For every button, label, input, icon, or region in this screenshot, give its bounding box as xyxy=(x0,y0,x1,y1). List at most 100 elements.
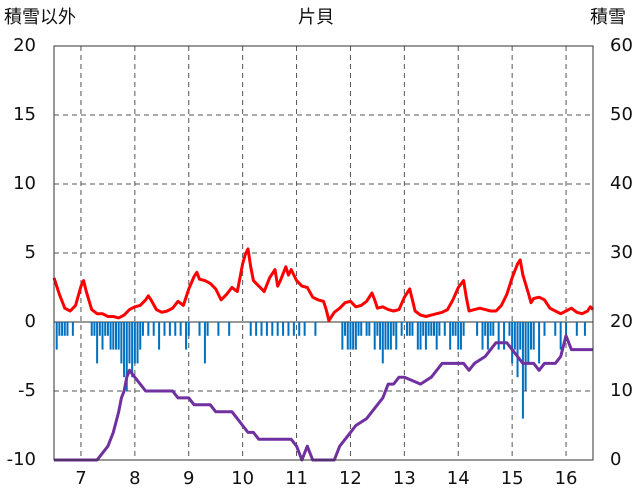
precipitation-bar xyxy=(66,322,69,336)
precipitation-bar xyxy=(395,322,398,350)
precipitation-bar xyxy=(357,322,360,336)
y-left-tick-label: 5 xyxy=(24,242,36,263)
precipitation-bar xyxy=(55,322,58,350)
precipitation-bar xyxy=(389,322,392,350)
y-right-tick-label: 10 xyxy=(610,380,633,401)
precipitation-bar xyxy=(503,322,506,350)
precipitation-bar xyxy=(381,322,384,364)
precipitation-bar xyxy=(376,322,379,336)
precipitation-bar xyxy=(530,322,533,350)
precipitation-bar xyxy=(282,322,285,336)
precipitation-bar xyxy=(408,322,411,336)
precipitation-bar xyxy=(179,322,182,336)
precipitation-bar xyxy=(406,322,409,336)
precipitation-bar xyxy=(438,322,441,336)
precipitation-bar xyxy=(583,322,586,336)
y-right-tick-label: 0 xyxy=(610,449,622,470)
precipitation-bar xyxy=(93,322,96,336)
precipitation-bar xyxy=(424,322,427,350)
precipitation-bar xyxy=(158,322,161,350)
precipitation-bar xyxy=(454,322,457,336)
precipitation-bar xyxy=(559,322,562,350)
series-lines xyxy=(52,247,595,462)
chart-title: 片貝 xyxy=(298,7,334,28)
precipitation-bar xyxy=(117,322,120,350)
precipitation-bar xyxy=(147,322,150,336)
precipitation-bar xyxy=(430,322,433,336)
y-right-tick-label: 40 xyxy=(610,173,633,194)
precipitation-bar xyxy=(98,322,101,336)
x-tick-label: 10 xyxy=(231,468,255,489)
precipitation-bar xyxy=(565,322,568,336)
precipitation-bar xyxy=(392,322,395,336)
precipitation-bar xyxy=(303,322,306,336)
x-tick-label: 14 xyxy=(446,468,470,489)
precipitation-bar xyxy=(96,322,99,364)
precipitation-bar xyxy=(513,322,516,350)
precipitation-bar xyxy=(435,322,438,350)
precipitation-bar xyxy=(516,322,519,378)
precipitation-bar xyxy=(349,322,352,350)
y-left-tick-label: -10 xyxy=(6,449,36,470)
precipitation-bar xyxy=(449,322,452,350)
precipitation-bar xyxy=(416,322,419,350)
precipitation-bar xyxy=(519,322,522,350)
precipitation-bar xyxy=(538,322,541,364)
precipitation-bar xyxy=(419,322,422,350)
precipitation-bar xyxy=(292,322,295,336)
precipitation-bar xyxy=(287,322,290,336)
precipitation-bar xyxy=(298,322,301,336)
precipitation-bar xyxy=(104,322,107,336)
precipitation-bar xyxy=(427,322,430,336)
precipitation-bar xyxy=(497,322,500,350)
precipitation-bar xyxy=(508,322,511,336)
precipitation-bar xyxy=(346,322,349,350)
precipitation-bar xyxy=(360,322,363,336)
precipitation-bar xyxy=(136,322,139,364)
precipitation-bar xyxy=(486,322,489,350)
x-tick-label: 15 xyxy=(500,468,524,489)
x-tick-label: 7 xyxy=(75,468,87,489)
precipitation-bar xyxy=(139,322,142,350)
y-right-tick-label: 20 xyxy=(610,311,633,332)
precipitation-bar xyxy=(114,322,117,350)
precipitation-bar xyxy=(271,322,274,336)
precipitation-bar xyxy=(206,322,209,336)
precipitation-bar xyxy=(554,322,557,336)
precipitation-bar xyxy=(198,322,201,336)
precipitation-bar xyxy=(125,322,128,391)
precipitation-bar xyxy=(255,322,258,336)
precipitation-bar xyxy=(168,322,171,336)
y-right-tick-label: 50 xyxy=(610,104,633,125)
precipitation-bar xyxy=(133,322,136,364)
precipitation-bar xyxy=(368,322,371,336)
precipitation-bar xyxy=(276,322,279,336)
precipitation-bar xyxy=(411,322,414,336)
precipitation-bar xyxy=(492,322,495,336)
precipitation-bar xyxy=(344,322,347,336)
precipitation-bar xyxy=(314,322,317,336)
precipitation-bar xyxy=(163,322,166,336)
precipitation-bar xyxy=(341,322,344,350)
precipitation-bar xyxy=(123,322,126,378)
precipitation-bar xyxy=(432,322,435,336)
precipitation-bar xyxy=(400,322,403,336)
precipitation-bar xyxy=(174,322,177,336)
precipitation-bar xyxy=(228,322,231,336)
precipitation-bar xyxy=(249,322,252,336)
precipitation-bar xyxy=(203,322,206,364)
x-tick-label: 9 xyxy=(183,468,195,489)
x-tick-label: 11 xyxy=(285,468,308,489)
precipitation-bar xyxy=(217,322,220,336)
precipitation-bar xyxy=(120,322,123,364)
y-left-tick-label: -5 xyxy=(18,380,36,401)
precipitation-bar xyxy=(527,322,530,364)
precipitation-bar xyxy=(443,322,446,336)
precipitation-bar xyxy=(476,322,479,336)
y-right-tick-label: 30 xyxy=(610,242,633,263)
precipitation-bar xyxy=(152,322,155,336)
y-right-tick-label: 60 xyxy=(610,35,633,56)
precipitation-bar xyxy=(365,322,368,336)
precipitation-bar xyxy=(422,322,425,336)
precipitation-bar xyxy=(384,322,387,350)
